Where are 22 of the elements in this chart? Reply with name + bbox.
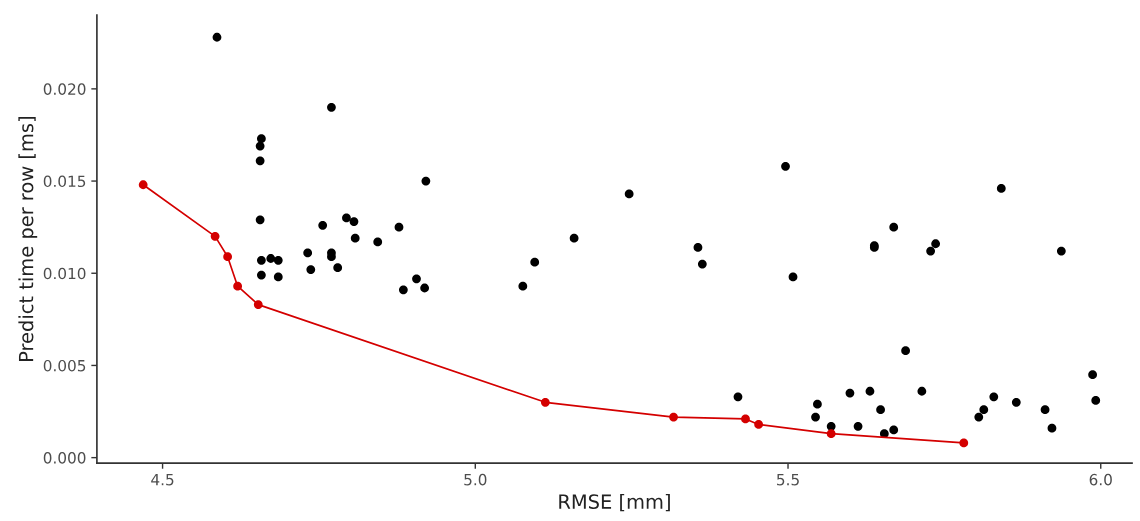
x-tick-label: 6.0 (1089, 473, 1112, 486)
y-axis-title: Predict time per row [ms] (18, 117, 38, 361)
y-tick-label: 0.010 (43, 267, 86, 280)
point (223, 252, 233, 262)
point (754, 420, 764, 429)
point (253, 300, 263, 309)
x-tick-label: 5.5 (777, 474, 799, 486)
x-axis-title: RMSE [mm] (559, 493, 670, 512)
point (540, 397, 550, 407)
point (669, 412, 678, 422)
point (233, 281, 243, 291)
x-tick-label: 4.5 (151, 474, 174, 486)
x-tick-label: 5.0 (464, 473, 487, 486)
point (959, 438, 969, 448)
y-tick-label: 0.005 (43, 359, 86, 372)
point (741, 414, 750, 424)
y-tick-label: 0.015 (43, 175, 86, 188)
y-tick-label: 0.000 (43, 452, 86, 464)
point (138, 180, 148, 190)
point (210, 231, 220, 241)
point (826, 429, 836, 439)
y-tick-label: 0.020 (43, 83, 86, 95)
